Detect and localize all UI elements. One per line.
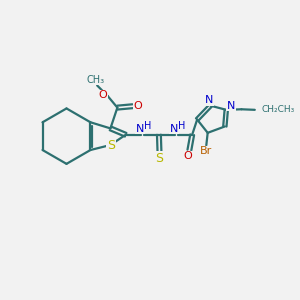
Text: S: S xyxy=(155,152,164,164)
Text: O: O xyxy=(184,151,192,161)
Text: N: N xyxy=(227,101,236,111)
Text: O: O xyxy=(134,101,142,111)
Text: O: O xyxy=(98,90,107,100)
Text: S: S xyxy=(107,139,115,152)
Text: H: H xyxy=(144,121,152,131)
Text: Br: Br xyxy=(200,146,212,156)
Text: CH₂CH₃: CH₂CH₃ xyxy=(262,105,295,114)
Text: N: N xyxy=(170,124,178,134)
Text: H: H xyxy=(178,121,186,131)
Text: N: N xyxy=(205,95,213,105)
Text: CH₃: CH₃ xyxy=(87,75,105,85)
Text: N: N xyxy=(136,124,144,134)
